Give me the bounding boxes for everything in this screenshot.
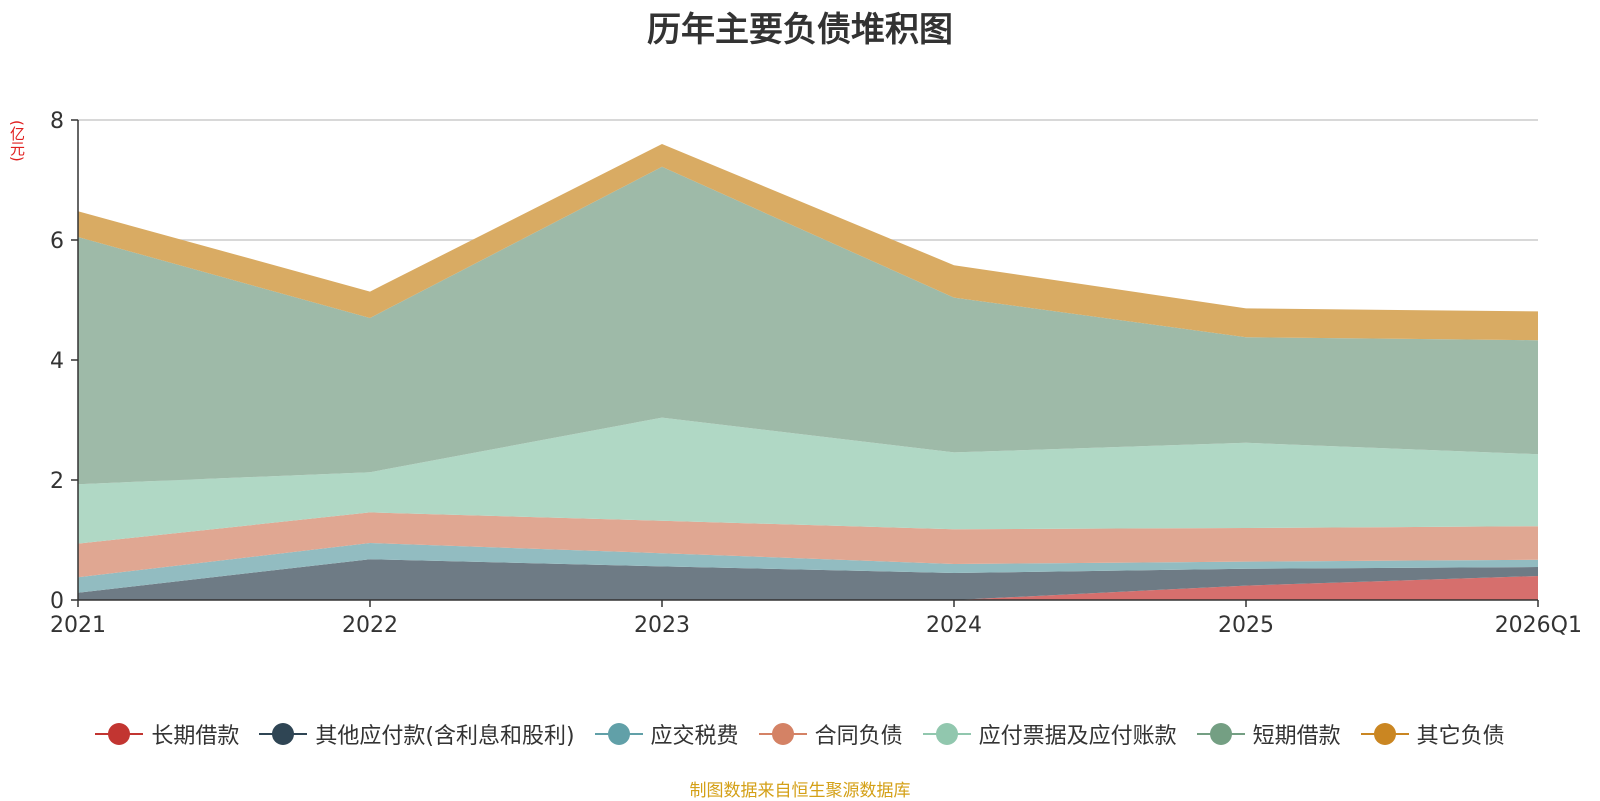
legend-item-6[interactable]: 其它负债 <box>1360 718 1505 750</box>
y-tick-label-4: 8 <box>50 109 64 134</box>
legend: 长期借款 其他应付款(含利息和股利) 应交税费 合同负债 应付票据及应付账款 短期借款 其它… <box>0 718 1600 750</box>
legend-label-5: 短期借款 <box>1252 724 1341 749</box>
x-tick-label-3: 2024 <box>926 613 982 638</box>
legend-label-3: 合同负债 <box>814 724 903 749</box>
x-tick-label-5: 2026Q1 <box>1495 613 1582 638</box>
legend-marker-1 <box>259 723 308 745</box>
x-tick-label-4: 2025 <box>1218 613 1274 638</box>
legend-label-1: 其他应付款(含利息和股利) <box>315 724 575 749</box>
area-series-5[interactable] <box>78 166 1538 485</box>
legend-label-6: 其它负债 <box>1416 724 1505 749</box>
legend-item-0[interactable]: 长期借款 <box>95 718 239 750</box>
area-layer <box>78 144 1538 600</box>
area-series-4[interactable] <box>78 417 1538 544</box>
area-series-0[interactable] <box>78 576 1538 600</box>
source-note: 制图数据来自恒生聚源数据库 <box>689 781 911 801</box>
legend-label-2: 应交税费 <box>650 724 739 749</box>
legend-item-3[interactable]: 合同负债 <box>758 718 903 750</box>
y-tick-label-0: 0 <box>50 589 64 614</box>
legend-marker-5 <box>1196 723 1245 745</box>
legend-label-4: 应付票据及应付账款 <box>978 724 1177 749</box>
area-series-3[interactable] <box>78 512 1538 578</box>
legend-marker-6 <box>1360 723 1409 745</box>
legend-item-2[interactable]: 应交税费 <box>594 718 739 750</box>
x-tick-label-2: 2023 <box>634 613 690 638</box>
y-tick-label-2: 4 <box>50 349 64 374</box>
legend-item-5[interactable]: 短期借款 <box>1196 718 1341 750</box>
legend-item-4[interactable]: 应付票据及应付账款 <box>922 718 1177 750</box>
legend-marker-3 <box>758 723 807 745</box>
y-tick-label-1: 2 <box>50 469 64 494</box>
area-series-2[interactable] <box>78 543 1538 593</box>
chart-title: 历年主要负债堆积图 <box>647 10 953 50</box>
legend-label-0: 长期借款 <box>151 724 240 749</box>
y-tick-label-3: 6 <box>50 229 64 254</box>
y-axis-unit-label: (亿元) <box>8 120 26 162</box>
axes: 0 2 4 6 8 2021 2022 2023 2024 2025 2026Q1 <box>50 109 1582 638</box>
legend-marker-0 <box>95 723 144 745</box>
legend-marker-2 <box>594 723 643 745</box>
legend-marker-4 <box>922 723 971 745</box>
x-tick-label-0: 2021 <box>50 613 106 638</box>
legend-item-1[interactable]: 其他应付款(含利息和股利) <box>259 718 575 750</box>
area-series-6[interactable] <box>78 144 1538 341</box>
x-tick-label-1: 2022 <box>342 613 398 638</box>
area-series-1[interactable] <box>78 559 1538 600</box>
